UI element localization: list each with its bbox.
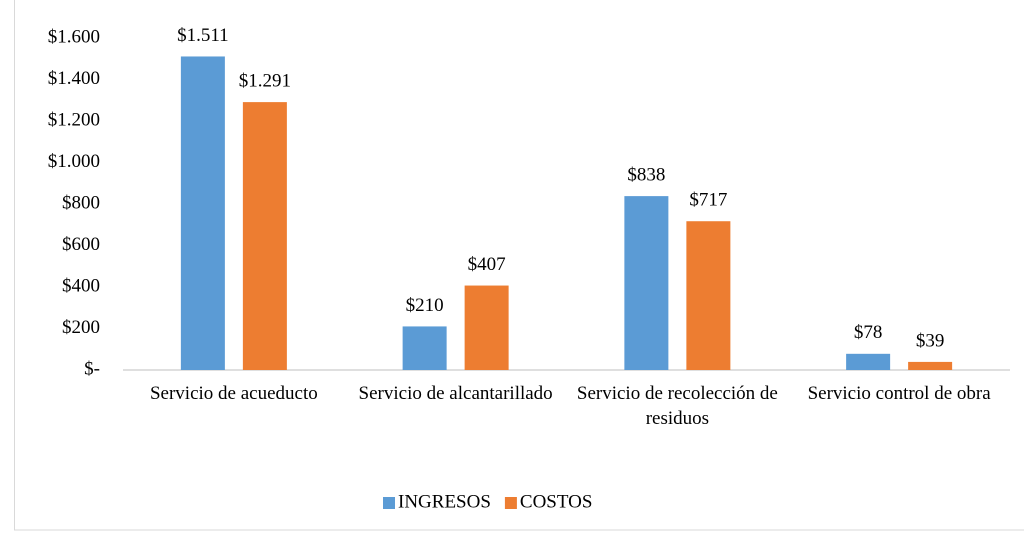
legend-swatch: [383, 497, 395, 509]
y-tick-label: $1.400: [48, 68, 100, 89]
data-label: $717: [689, 190, 727, 211]
legend-swatch: [504, 497, 517, 509]
bar: [180, 56, 225, 370]
y-tick-label: $400: [62, 275, 100, 296]
y-tick-label: $600: [62, 234, 100, 255]
bar: [242, 102, 287, 371]
y-tick-label: $-: [84, 358, 100, 379]
bar: [402, 326, 447, 370]
bar: [908, 361, 953, 370]
data-label: $210: [406, 295, 444, 316]
x-tick-label: Servicio de alcantarillado: [358, 383, 553, 404]
y-tick-label: $1.600: [48, 26, 100, 47]
y-tick-label: $200: [62, 317, 100, 338]
y-tick-label: $800: [62, 192, 100, 213]
bar: [624, 196, 669, 370]
legend-label: INGRESOS: [398, 491, 491, 512]
chart-frame: [14, 0, 1024, 531]
data-label: $39: [916, 330, 945, 351]
x-tick-label: Servicio de recolección de residuos: [576, 383, 778, 429]
bar: [846, 353, 891, 370]
data-label: $78: [854, 322, 883, 343]
x-tick-label: Servicio de acueducto: [149, 383, 318, 404]
legend-label: COSTOS: [520, 491, 593, 512]
data-label: $1.511: [177, 25, 229, 46]
x-tick-label: Servicio control de obra: [807, 383, 991, 404]
bar: [464, 285, 509, 370]
y-tick-label: $1.200: [48, 109, 100, 130]
data-label: $407: [468, 254, 506, 275]
data-label: $838: [627, 164, 665, 185]
data-label: $1.291: [239, 70, 291, 91]
y-tick-label: $1.000: [48, 151, 100, 172]
bar: [686, 221, 731, 370]
